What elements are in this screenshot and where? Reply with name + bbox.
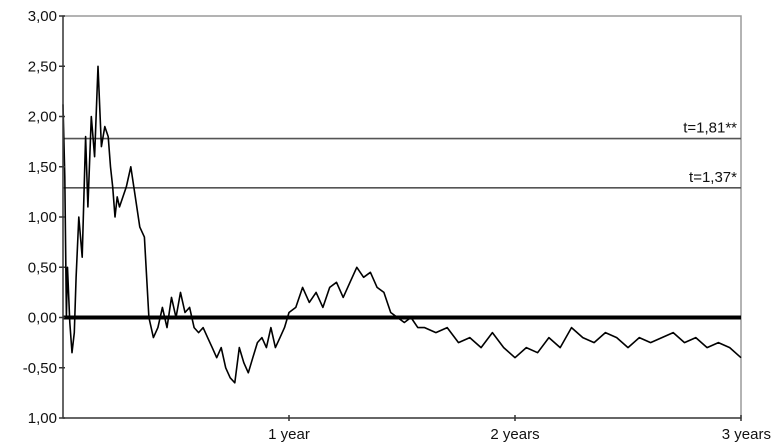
- x-tick-label: 2 years: [490, 426, 539, 443]
- reference-lines: [63, 137, 741, 189]
- y-tick-label: 0,00: [28, 310, 57, 327]
- plot-area: [62, 15, 742, 419]
- series-layer: [62, 65, 742, 384]
- y-tick-label: 1,00: [28, 209, 57, 226]
- x-axis-ticks: 1 year 2 years 3 years: [268, 415, 771, 443]
- reference-line-label: t=1,37*: [689, 169, 737, 186]
- y-tick-label: 1,50: [28, 159, 57, 176]
- y-tick-label: 2,00: [28, 109, 57, 126]
- reference-line-labels: t=1,81** t=1,37*: [683, 120, 737, 186]
- series-line: [62, 65, 742, 384]
- plot-frame: [62, 15, 742, 419]
- y-tick-label: 3,00: [28, 8, 57, 25]
- x-tick-label: 3 years: [722, 426, 771, 443]
- y-tick-label: 1,00: [28, 410, 57, 427]
- y-axis-ticks: 3,00 2,50 2,00 1,50 1,00 0,50 0,00 -0,50 1,00: [23, 8, 65, 427]
- y-tick-label: 0,50: [28, 259, 57, 276]
- x-tick-label: 1 year: [268, 426, 310, 443]
- y-tick-label: -0,50: [23, 360, 57, 377]
- reference-line-label: t=1,81**: [683, 120, 737, 137]
- y-tick-label: 2,50: [28, 58, 57, 75]
